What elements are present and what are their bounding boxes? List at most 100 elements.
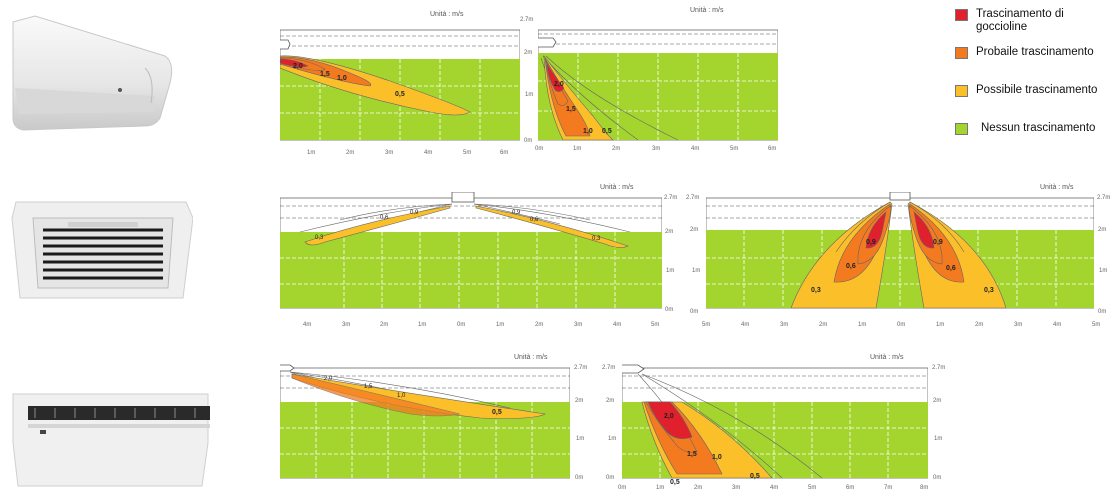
right-tick: 0m: [575, 475, 584, 481]
units-label: Unità : m/s: [514, 354, 548, 361]
x-tick: 2m: [694, 485, 703, 491]
contour-label: 1,0: [337, 75, 347, 82]
contour-label: 1,5: [566, 106, 576, 113]
right-tick: 1m: [576, 436, 585, 442]
x-tick: 6m: [846, 485, 855, 491]
x-tick: 4m: [691, 146, 700, 152]
right-tick: 2.7m: [932, 365, 946, 371]
right-tick: 2m: [665, 229, 674, 235]
wall-side-plume: [280, 55, 471, 116]
right-tick: 1m: [934, 436, 943, 442]
right-tick: 1m: [666, 268, 675, 274]
legend-label: Probaile trascinamento: [976, 46, 1094, 58]
x-tick: 1m: [496, 322, 505, 328]
x-tick: 4m: [1053, 322, 1062, 328]
ceiling-down-throw-chart: 2,0 1,5 1,0 0,5 0,5: [622, 364, 928, 486]
units-label: Unità : m/s: [870, 354, 904, 361]
x-tick: 3m: [574, 322, 583, 328]
cassette-down-throw-chart: 0,9 0,6 0,3 0,9 0,6 0,3: [706, 192, 1094, 309]
x-tick: 2m: [346, 150, 355, 156]
wall-side-throw-chart: 2,0 1,5 1,0 0,5: [280, 29, 520, 141]
x-tick: 6m: [768, 146, 777, 152]
contour-label: 2,0: [324, 376, 333, 382]
x-tick: 5m: [808, 485, 817, 491]
right-tick: 2m: [933, 398, 942, 404]
cassette-down-left-plume: [790, 201, 893, 309]
right-tick: 0m: [1098, 309, 1107, 315]
x-tick: 0m: [897, 322, 906, 328]
contour-label: 0,6: [380, 215, 389, 221]
x-tick: 3m: [385, 150, 394, 156]
right-tick: 0m: [665, 307, 674, 313]
contour-label: 1,5: [364, 384, 373, 390]
right-tick: 2.7m: [1097, 195, 1111, 201]
x-tick: 4m: [303, 322, 312, 328]
x-tick: 1m: [307, 150, 316, 156]
contour-label: 1,5: [320, 71, 330, 78]
right-tick: 0m: [933, 475, 942, 481]
contour-label: 0,9: [512, 210, 521, 216]
ceiling-unit-image: [12, 393, 210, 487]
y-tick: 2m: [690, 227, 699, 233]
y-tick: 0m: [690, 309, 699, 315]
cassette-down-right-plume: [907, 201, 1007, 309]
wall-unit-image: [12, 15, 173, 131]
x-tick: 3m: [780, 322, 789, 328]
x-tick: 7m: [884, 485, 893, 491]
y-tick: 2m: [524, 50, 533, 56]
x-tick: 3m: [342, 322, 351, 328]
x-tick: 0m: [618, 485, 627, 491]
x-tick: 3m: [652, 146, 661, 152]
y-tick: 1m: [525, 92, 534, 98]
x-tick: 4m: [613, 322, 622, 328]
contour-label: 0,9: [866, 239, 876, 246]
contour-label: 1,5: [687, 451, 697, 458]
x-tick: 2m: [535, 322, 544, 328]
x-tick: 8m: [920, 485, 929, 491]
contour-label: 0,3: [811, 287, 821, 294]
contour-label: 0,6: [946, 265, 956, 272]
cassette-unit-image: [11, 201, 193, 299]
x-tick: 6m: [500, 150, 509, 156]
contour-label: 0,9: [410, 210, 419, 216]
right-tick: 2m: [1098, 227, 1107, 233]
x-tick: 1m: [656, 485, 665, 491]
y-tick: 2.7m: [686, 195, 700, 201]
contour-label: 0,3: [592, 236, 601, 242]
contour-label: 0,6: [846, 263, 856, 270]
contour-label: 2,0: [664, 413, 674, 420]
x-tick: 2m: [380, 322, 389, 328]
x-tick: 1m: [858, 322, 867, 328]
x-tick: 4m: [770, 485, 779, 491]
x-tick: 5m: [1092, 322, 1101, 328]
units-label: Unità : m/s: [1040, 184, 1074, 191]
contour-label: 2,0: [554, 81, 564, 88]
y-tick: 1m: [692, 268, 701, 274]
legend-swatch-green: [955, 123, 968, 135]
wall-down-throw-chart: 2,0 1,5 1,0 0,5: [538, 29, 778, 141]
contour-label: 2,0: [293, 63, 303, 70]
contour-label: 0,5: [750, 473, 760, 480]
x-tick: 2m: [819, 322, 828, 328]
y-tick: 2m: [606, 398, 615, 404]
x-tick: 1m: [936, 322, 945, 328]
x-tick: 4m: [424, 150, 433, 156]
contour-label: 0,3: [984, 287, 994, 294]
x-tick: 1m: [418, 322, 427, 328]
x-tick: 4m: [741, 322, 750, 328]
contour-label: 0,5: [395, 91, 405, 98]
x-tick: 3m: [732, 485, 741, 491]
y-tick: 2.7m: [602, 365, 616, 371]
contour-label: 0,5: [670, 479, 680, 486]
x-tick: 0m: [535, 146, 544, 152]
y-tick: 2.7m: [520, 17, 534, 23]
legend-label: Trascinamento di goccioline: [976, 8, 1064, 33]
right-tick: 2.7m: [664, 195, 678, 201]
x-tick: 5m: [463, 150, 472, 156]
x-tick: 0m: [457, 322, 466, 328]
contour-label: 0,5: [492, 409, 502, 416]
legend-swatch-yellow: [955, 85, 968, 97]
units-label: Unità : m/s: [690, 7, 724, 14]
legend-swatch-red: [955, 9, 968, 21]
contour-label: 1,0: [583, 128, 593, 135]
